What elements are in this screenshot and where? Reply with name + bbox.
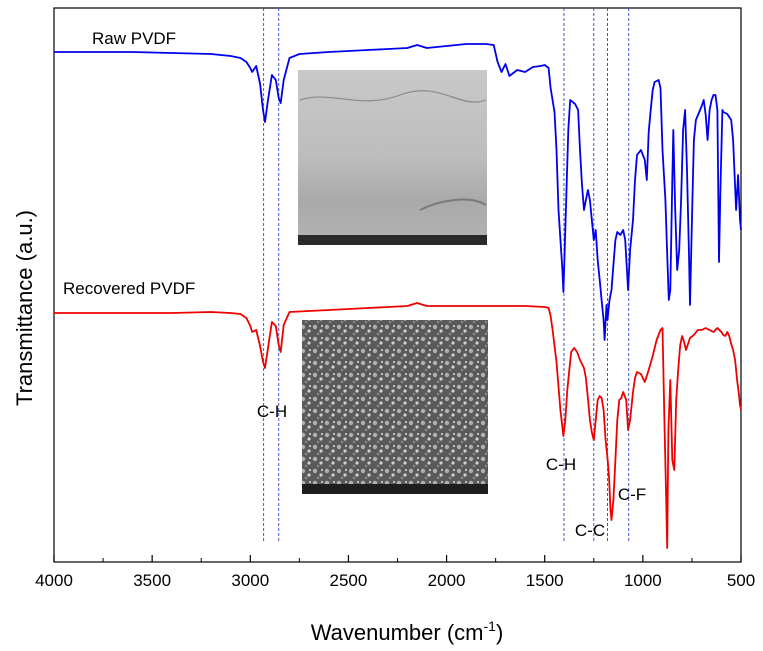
series-label-raw-pvdf: Raw PVDF	[92, 29, 176, 48]
x-tick-label: 500	[727, 571, 755, 590]
x-axis-title: Wavenumber (cm-1)	[311, 618, 504, 645]
x-tick-label: 3000	[231, 571, 269, 590]
x-tick-label: 4000	[35, 571, 73, 590]
x-tick-label: 2500	[330, 571, 368, 590]
x-tick-label: 2000	[428, 571, 466, 590]
recovered-pvdf-sem-image	[302, 320, 488, 494]
series-line-recovered-pvdf	[54, 302, 742, 549]
x-tick-label: 1000	[624, 571, 662, 590]
series-label-recovered-pvdf: Recovered PVDF	[63, 279, 195, 298]
x-tick-label: 1500	[526, 571, 564, 590]
series-line-raw-pvdf	[54, 43, 742, 341]
raw-pvdf-sem-image	[298, 70, 487, 245]
peak-label-c-h: C-H	[257, 402, 287, 421]
y-axis-title: Transmittance (a.u.)	[12, 210, 37, 406]
peak-label-c-h: C-H	[546, 455, 576, 474]
peak-label-c-c: C-C	[575, 521, 605, 540]
peak-label-c-f: C-F	[618, 485, 646, 504]
x-tick-label: 3500	[133, 571, 171, 590]
